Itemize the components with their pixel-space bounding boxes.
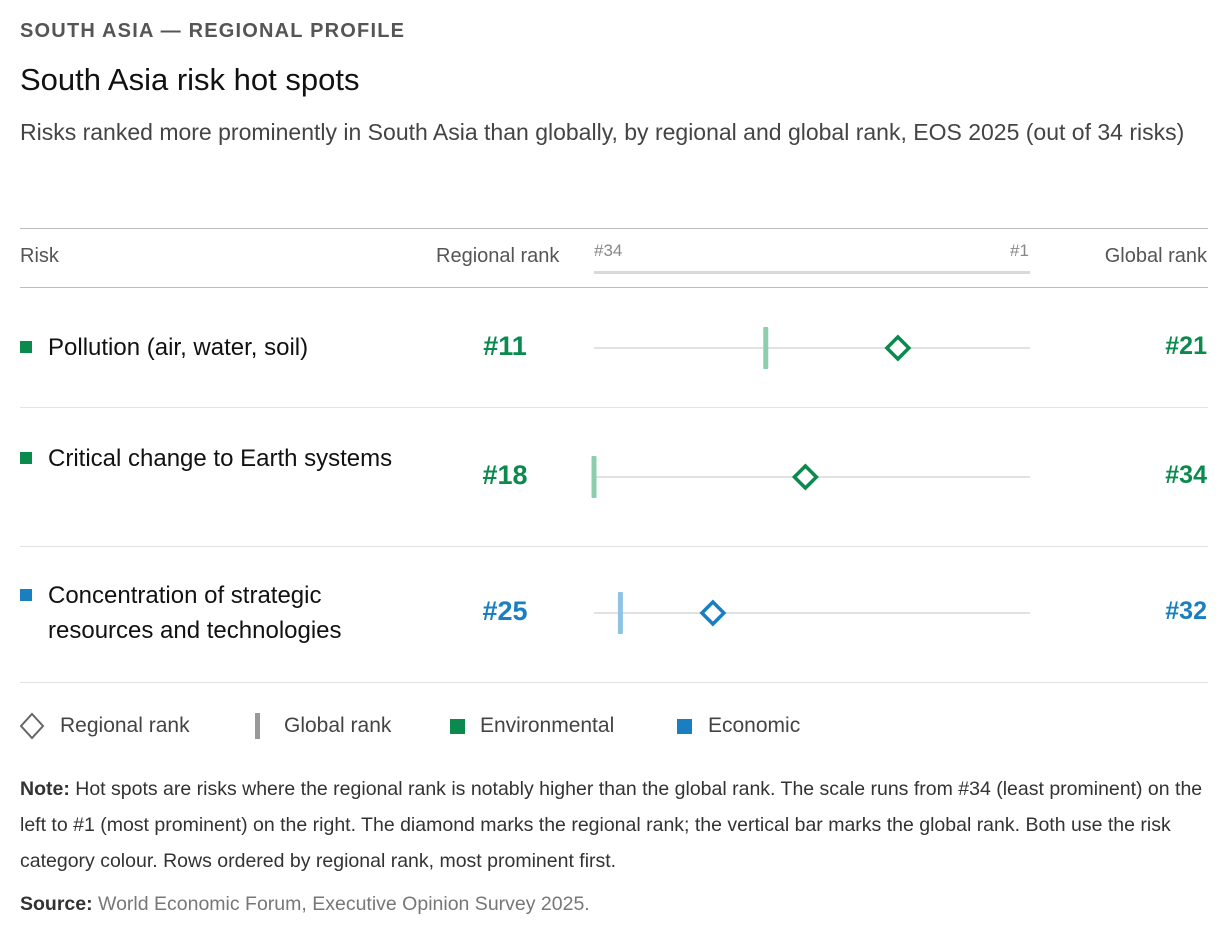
regional-rank-value: #18 <box>482 460 528 490</box>
global-rank-value: #21 <box>1165 332 1207 360</box>
legend-label-economic: Economic <box>708 714 801 737</box>
kicker: SOUTH ASIA — REGIONAL PROFILE <box>20 20 406 42</box>
risk-label: Critical change to Earth systems <box>48 445 393 472</box>
header-rule <box>20 287 1208 288</box>
scale-label-right: #1 <box>1010 241 1029 260</box>
header-global-rank: Global rank <box>1104 245 1207 267</box>
risk-category-marker <box>20 341 32 353</box>
diamond-icon <box>19 712 45 740</box>
global-rank-value: #34 <box>1165 461 1207 489</box>
row-divider <box>20 407 1208 408</box>
legend-item-environmental: Environmental <box>450 710 614 742</box>
scale-label-left: #34 <box>594 241 623 260</box>
global-rank-value: #32 <box>1165 597 1207 625</box>
risk-label: Pollution (air, water, soil) <box>48 334 309 361</box>
economic-swatch-icon <box>677 719 692 734</box>
chart-subtitle: Risks ranked more prominently in South A… <box>20 119 1185 145</box>
note: Note: Hot spots are risks where the regi… <box>20 771 1210 879</box>
top-rule <box>20 228 1208 229</box>
legend-item-economic: Economic <box>677 710 800 742</box>
note-label: Note: <box>20 778 70 800</box>
header-regional-rank: Regional rank <box>436 245 560 267</box>
regional-rank-value: #11 <box>483 331 527 361</box>
source-text: World Economic Forum, Executive Opinion … <box>92 893 590 915</box>
risk-label: Concentration of strategic resources and… <box>48 582 342 644</box>
regional-rank-diamond <box>884 334 912 362</box>
source: Source: World Economic Forum, Executive … <box>20 893 590 916</box>
scale-axis-line <box>594 271 1030 274</box>
row-divider <box>20 546 1208 547</box>
environmental-swatch-icon <box>450 719 465 734</box>
regional-rank-value: #25 <box>482 596 528 626</box>
chart-title: South Asia risk hot spots <box>20 62 360 97</box>
row-divider <box>20 682 1208 683</box>
global-rank-bar <box>617 592 623 634</box>
legend-item-regional: Regional rank <box>19 710 190 742</box>
note-text: Hot spots are risks where the regional r… <box>20 778 1203 872</box>
regional-rank-diamond <box>791 463 819 491</box>
source-label: Source: <box>20 893 93 915</box>
legend-label-environmental: Environmental <box>480 714 615 737</box>
legend-label-global: Global rank <box>284 714 392 737</box>
header-risk: Risk <box>20 245 59 267</box>
bar-icon <box>255 713 260 739</box>
legend-item-global: Global rank <box>254 710 391 742</box>
regional-rank-diamond <box>699 599 727 627</box>
risk-category-marker <box>20 589 32 601</box>
global-rank-bar <box>591 456 597 498</box>
legend-label-regional: Regional rank <box>60 714 190 737</box>
global-rank-bar <box>763 327 769 369</box>
risk-category-marker <box>20 452 32 464</box>
